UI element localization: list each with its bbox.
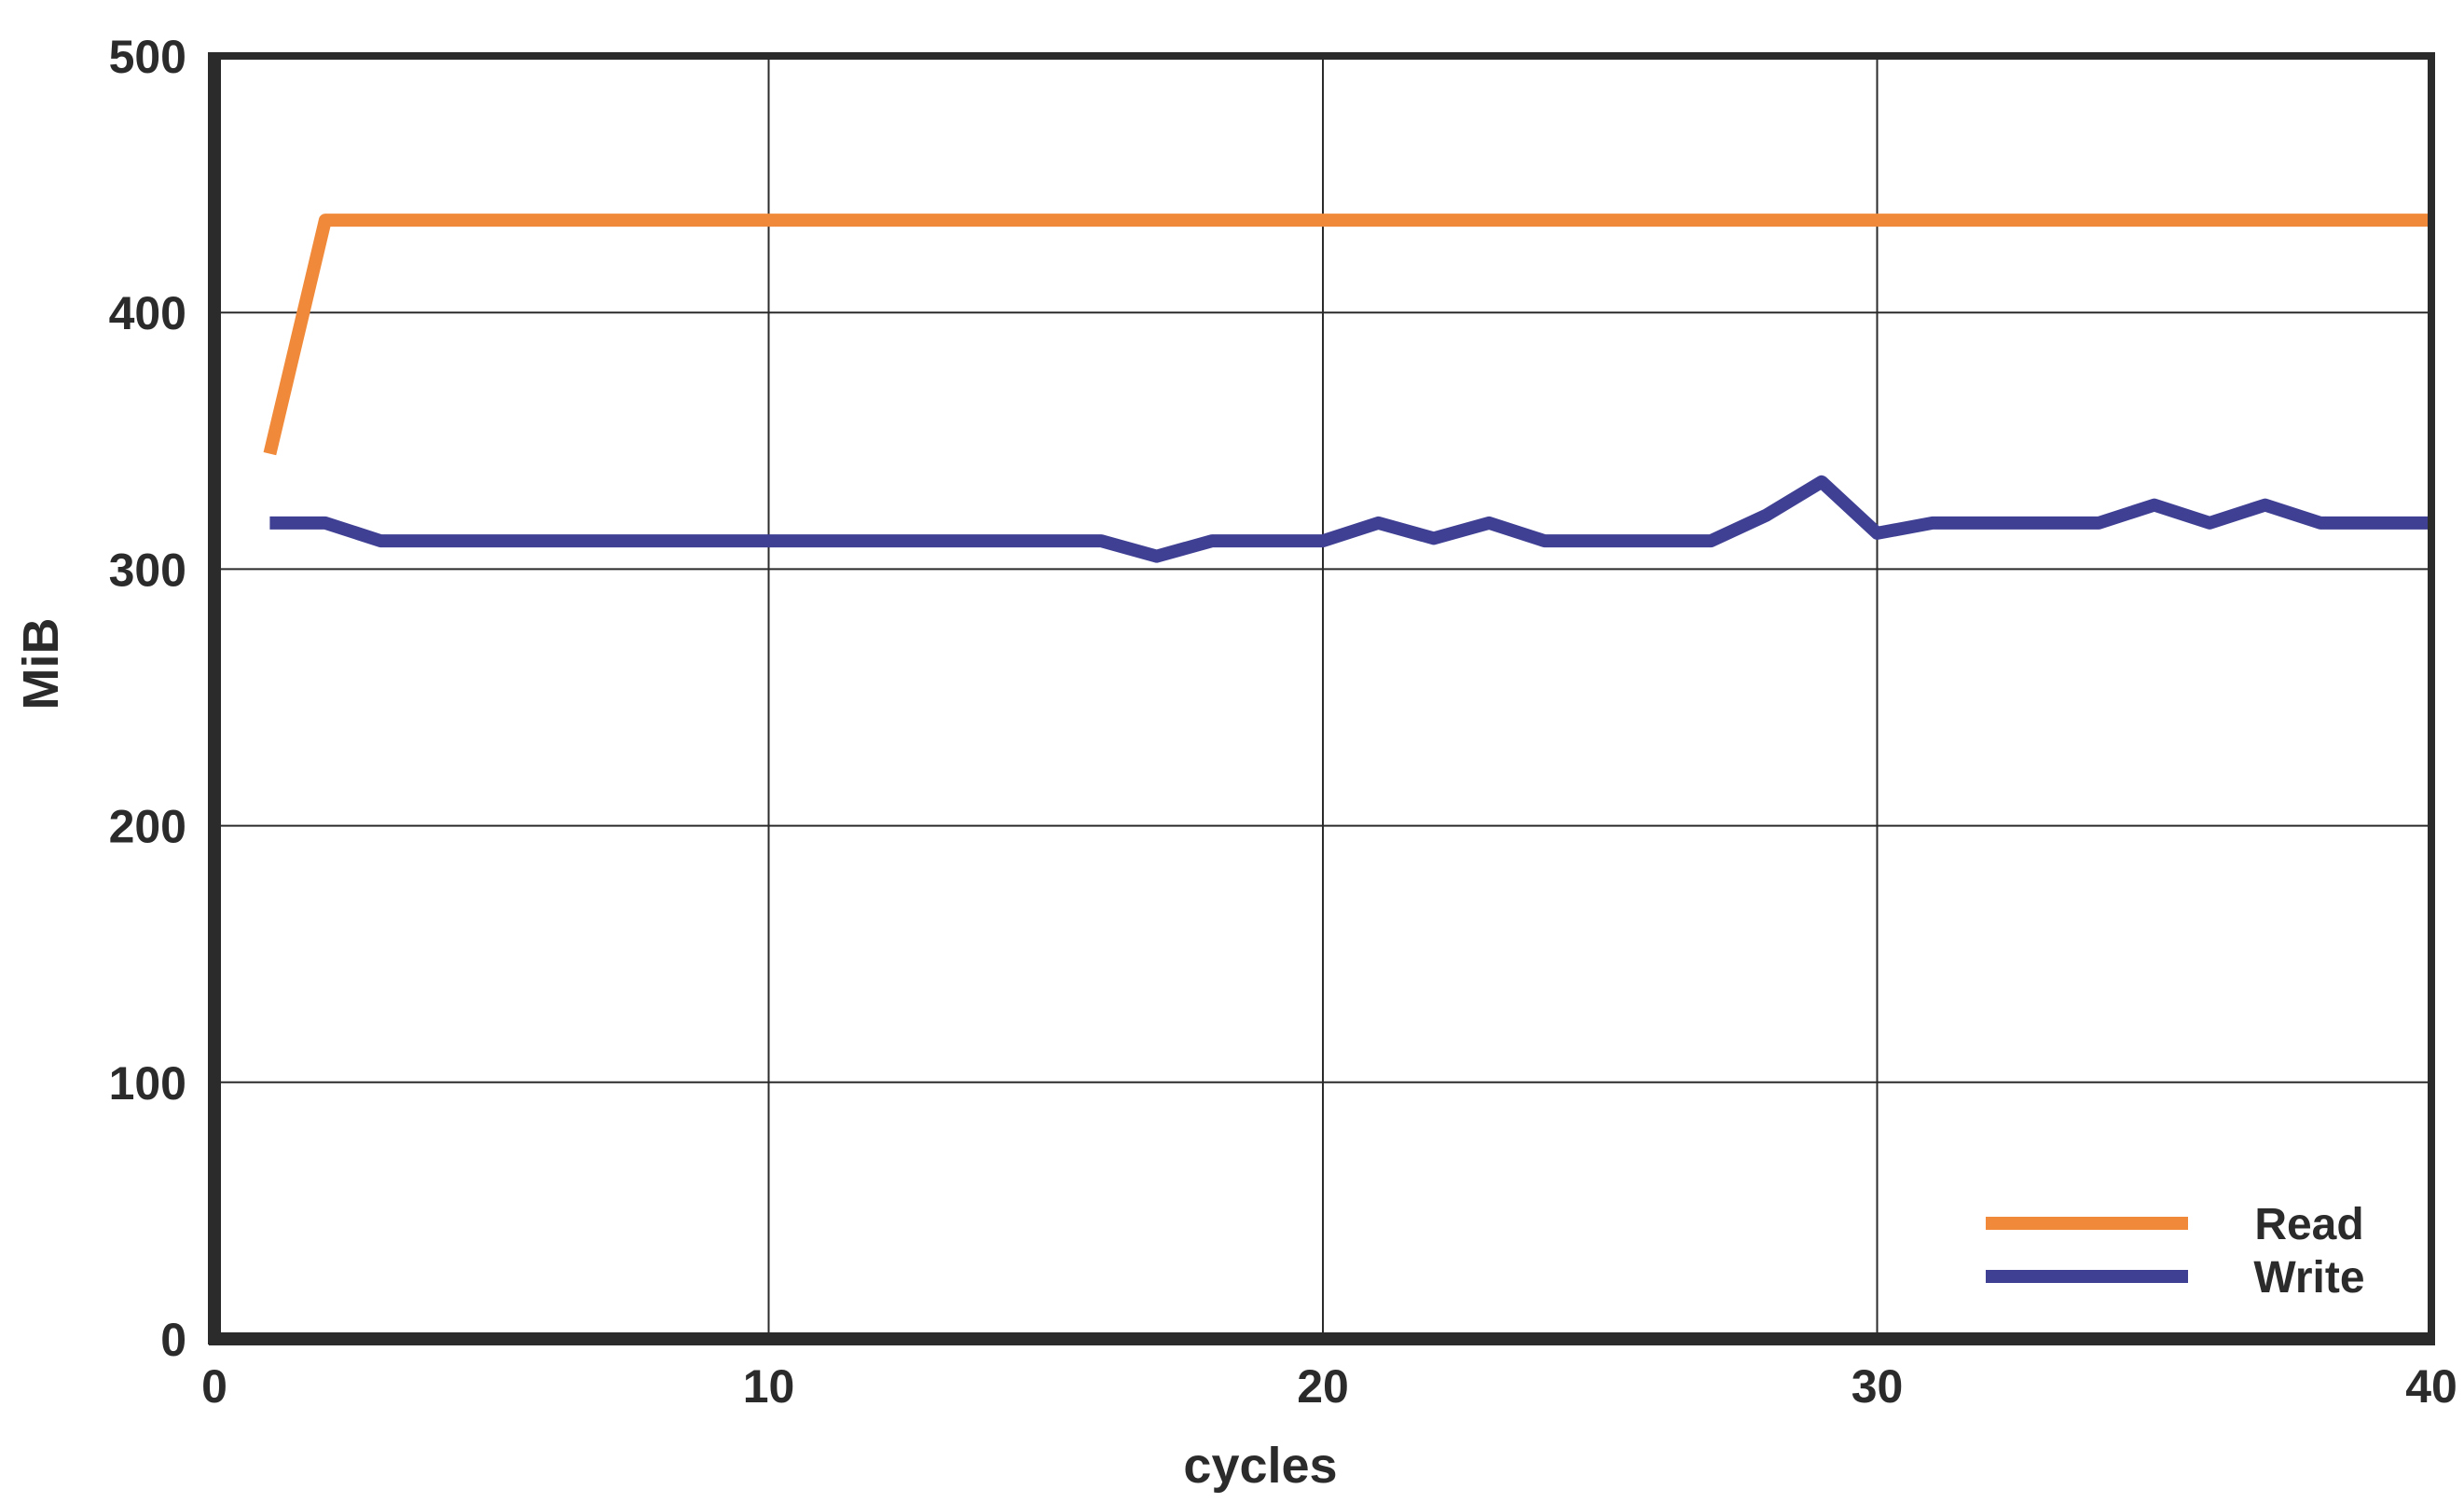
- series-line-read: [263, 214, 2431, 456]
- y-tick-label: 400: [109, 287, 186, 339]
- y-tick-label: 300: [109, 544, 186, 596]
- y-axis-title: MiB: [13, 618, 69, 710]
- y-tick-label: 0: [160, 1314, 186, 1366]
- series-line-write: [269, 475, 2431, 563]
- x-axis-title: cycles: [1183, 1438, 1337, 1494]
- x-tick-label: 30: [1851, 1360, 1904, 1413]
- x-tick-label: 20: [1297, 1360, 1349, 1413]
- x-tick-label: 10: [743, 1360, 795, 1413]
- y-tick-label: 200: [109, 801, 186, 853]
- grid-lines: [214, 56, 2431, 1339]
- x-tick-label: 40: [2405, 1360, 2457, 1413]
- series-lines: [263, 214, 2431, 563]
- legend-label-write: Write: [2253, 1253, 2364, 1303]
- tick-labels: 0 100 200 300 400 500 0 10 20 30 40: [109, 31, 2457, 1413]
- axes: [208, 52, 2435, 1345]
- legend-label-read: Read: [2254, 1200, 2363, 1249]
- y-tick-label: 100: [109, 1057, 186, 1110]
- x-tick-label: 0: [201, 1360, 227, 1413]
- y-tick-label: 500: [109, 31, 186, 83]
